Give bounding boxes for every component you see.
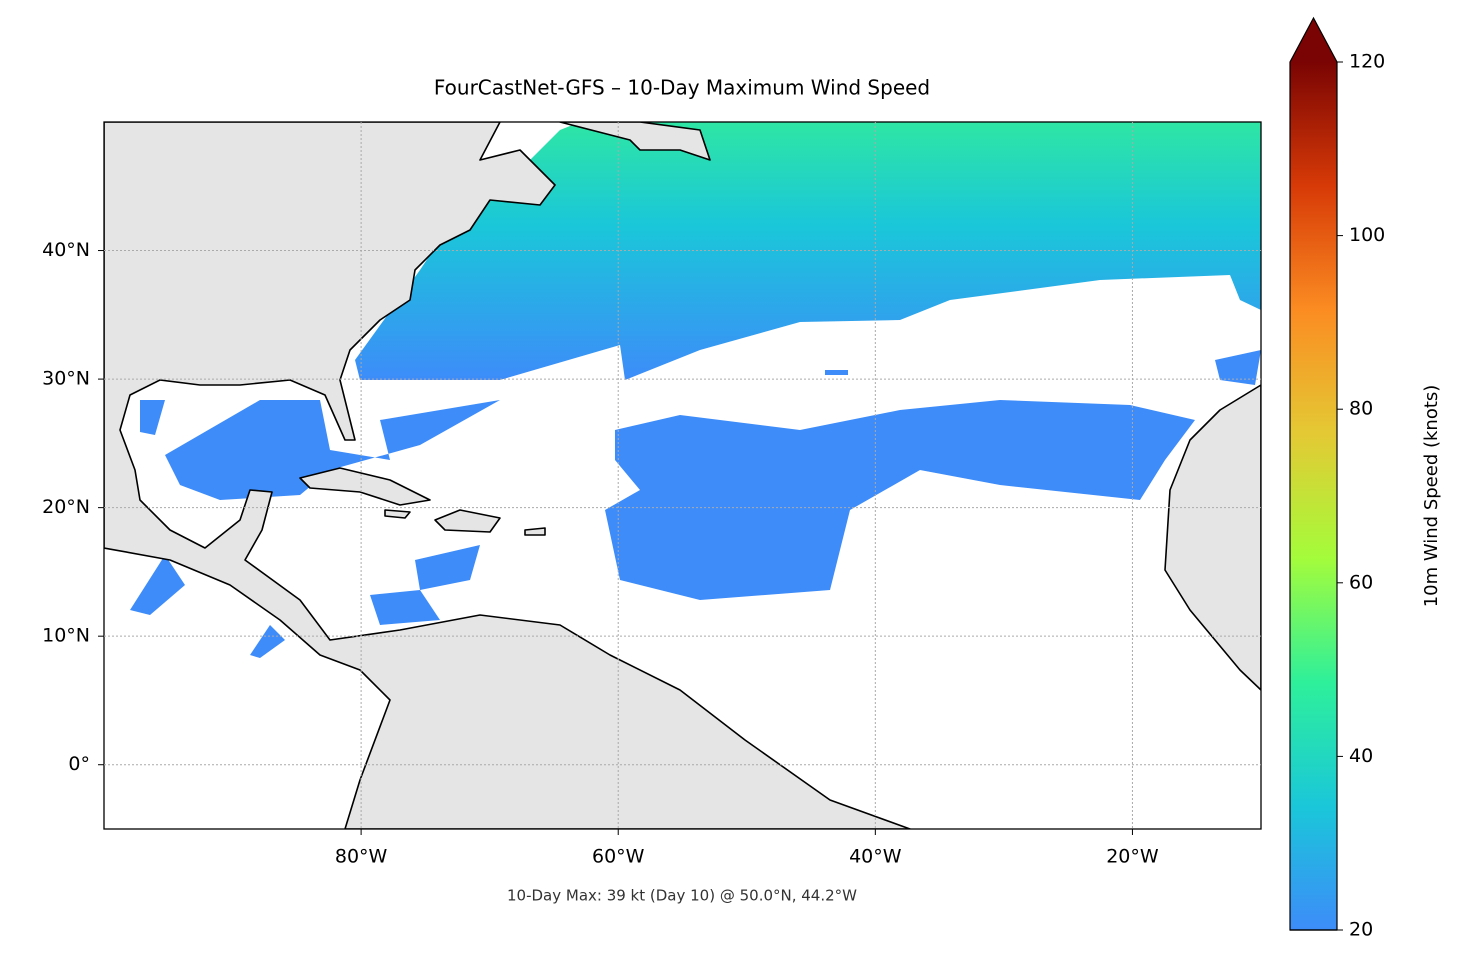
x-tick-label: 80°W	[335, 846, 388, 868]
colorbar-tick-label: 100	[1349, 224, 1385, 246]
map-title: FourCastNet-GFS – 10-Day Maximum Wind Sp…	[434, 76, 930, 100]
y-tick-label: 10°N	[42, 625, 90, 647]
colorbar-tick-label: 40	[1349, 745, 1373, 767]
x-tick-label: 40°W	[849, 846, 902, 868]
annotation: 10-Day Max: 39 kt (Day 10) @ 50.0°N, 44.…	[507, 887, 857, 905]
colorbar-tick-label: 120	[1349, 51, 1385, 73]
y-tick-label: 40°N	[42, 239, 90, 261]
y-tick-label: 0°	[68, 753, 90, 775]
map-area	[104, 122, 1261, 829]
colorbar-tick-label: 60	[1349, 571, 1373, 593]
colorbar-tick-label: 20	[1349, 919, 1373, 941]
y-tick-label: 30°N	[42, 368, 90, 390]
colorbar-tick-label: 80	[1349, 398, 1373, 420]
colorbar-label: 10m Wind Speed (knots)	[1421, 385, 1442, 608]
x-tick-label: 60°W	[592, 846, 645, 868]
map-frame	[103, 121, 1262, 830]
colorbar	[1290, 62, 1337, 930]
land	[104, 122, 1261, 829]
y-tick-label: 20°N	[42, 496, 90, 518]
colorbar-extension	[1290, 18, 1337, 62]
x-tick-label: 20°W	[1106, 846, 1159, 868]
